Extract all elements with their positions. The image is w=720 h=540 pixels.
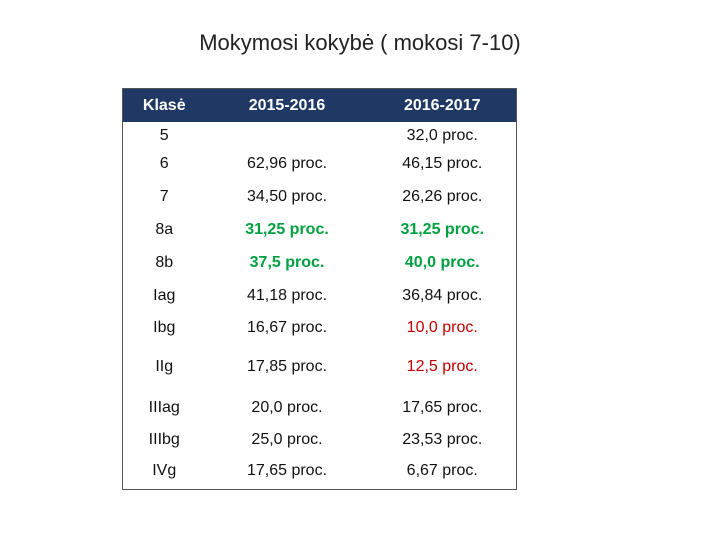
cell: 17,65 proc. xyxy=(246,462,328,480)
header-cell: 2015-2016 xyxy=(205,88,369,122)
row: Ibg 16,67 proc. 10,0 proc. xyxy=(123,313,517,343)
cell: 10,0 proc. xyxy=(406,319,478,336)
row: IIIag 20,0 proc. 17,65 proc. xyxy=(123,391,517,425)
cell: 34,50 proc. xyxy=(246,187,328,205)
cell: 17,85 proc. xyxy=(246,358,328,375)
cell: 25,0 proc. xyxy=(251,430,323,448)
cell: 31,25 proc. xyxy=(400,221,485,238)
cell: 31,25 proc. xyxy=(245,221,329,238)
row: 5 32,0 proc. xyxy=(123,122,517,149)
cell: IIIag xyxy=(148,399,180,416)
cell: IVg xyxy=(152,462,177,480)
cell: 20,0 proc. xyxy=(251,399,323,416)
row: IIIbg 25,0 proc. 23,53 proc. xyxy=(123,425,517,454)
cell: IIIbg xyxy=(148,430,180,448)
cell: 5 xyxy=(159,126,169,144)
header-row: Klasė 2015-2016 2016-2017 xyxy=(122,88,517,122)
cell: 6 xyxy=(159,155,169,172)
row: IIg 17,85 proc. 12,5 proc. xyxy=(123,343,517,391)
row: 8a 31,25 proc. 31,25 proc. xyxy=(123,214,517,246)
header-cell: 2016-2017 xyxy=(368,88,517,122)
row: 6 62,96 proc. 46,15 proc. xyxy=(123,149,517,179)
row: 8b 37,5 proc. 40,0 proc. xyxy=(123,246,517,279)
cell: IIg xyxy=(155,358,174,375)
cell: 23,53 proc. xyxy=(402,430,483,448)
cell: 41,18 proc. xyxy=(246,287,328,304)
cell: 26,26 proc. xyxy=(402,187,483,205)
cell: 6,67 proc. xyxy=(406,462,478,480)
row: IVg 17,65 proc. 6,67 proc. xyxy=(123,454,517,489)
cell: 17,65 proc. xyxy=(402,399,483,416)
row: 7 34,50 proc. 26,26 proc. xyxy=(123,179,517,214)
cell: 8b xyxy=(155,253,174,271)
cell: 32,0 proc. xyxy=(406,126,478,144)
cell: 8a xyxy=(155,221,174,238)
slide-title: Mokymosi kokybė ( mokosi 7-10) xyxy=(199,30,521,55)
cell: 62,96 proc. xyxy=(246,155,328,172)
cell: 12,5 proc. xyxy=(406,358,478,375)
row: Iag 41,18 proc. 36,84 proc. xyxy=(123,279,517,313)
cell: 36,84 proc. xyxy=(402,287,483,304)
cell: 7 xyxy=(159,187,169,205)
cell: 37,5 proc. xyxy=(249,253,325,271)
cell: 46,15 proc. xyxy=(402,155,483,172)
cell xyxy=(206,122,369,149)
header-cell: Klasė xyxy=(122,88,206,122)
cell: Iag xyxy=(153,287,176,304)
cell: 40,0 proc. xyxy=(404,253,480,271)
cell: 16,67 proc. xyxy=(246,319,328,336)
cell: Ibg xyxy=(153,319,176,336)
